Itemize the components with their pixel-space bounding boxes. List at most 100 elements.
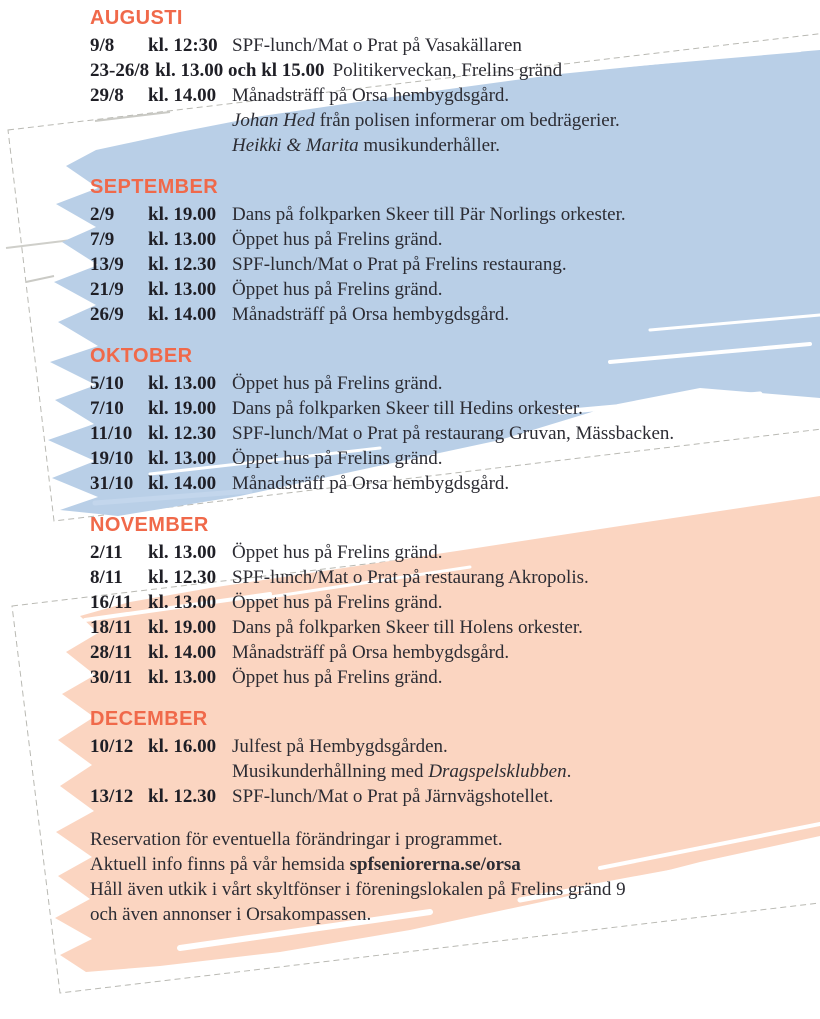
event-row: 16/11 kl. 13.00 Öppet hus på Frelins gränd… — [90, 590, 814, 615]
event-time: kl. 14.00 — [148, 85, 217, 106]
event-row: 21/9 kl. 13.00 Öppet hus på Frelins gränd. — [90, 277, 814, 302]
footer-line: Aktuell info finns på vår hemsida spfsen… — [90, 852, 814, 877]
event-description: Öppet hus på Frelins gränd. — [232, 446, 814, 471]
event-note-text: Heikki & Marita musikunderhåller. — [232, 133, 814, 158]
white-streak — [148, 446, 382, 476]
footer-segment: och även annonser i Orsakompassen. — [90, 904, 372, 925]
event-time: kl. 13.00 — [148, 448, 217, 469]
event-date: 2/11 — [90, 542, 123, 563]
event-description: SPF-lunch/Mat o Prat på restaurang Gruva… — [232, 421, 814, 446]
event-date: 13/9 — [90, 254, 124, 275]
desc-segment: Öppet hus på Frelins gränd. — [232, 373, 443, 394]
event-date: 2/9 — [90, 204, 115, 225]
event-date: 7/10 — [90, 398, 124, 419]
note-segment: Dragspelsklubben — [428, 761, 567, 782]
peach-brush-stroke — [55, 496, 820, 972]
event-time: kl. 19.00 — [148, 204, 217, 225]
desc-segment: Månadsträff på Orsa hembygdsgård. — [232, 85, 510, 106]
event-note-text: Johan Hed från polisen informerar om bed… — [232, 108, 814, 133]
event-date: 28/11 — [90, 642, 133, 663]
event-row: 2/11 kl. 13.00 Öppet hus på Frelins gränd. — [90, 540, 814, 565]
website-url: spfseniorerna.se/orsa — [349, 854, 521, 875]
desc-segment: Dans på folkparken Skeer till Holens ork… — [232, 617, 583, 638]
event-date: 8/11 — [90, 567, 123, 588]
month-section-augusti: AUGUSTI 9/8 kl. 12:30 SPF-lunch/Mat o Prat … — [90, 6, 814, 158]
white-streak — [498, 48, 802, 78]
event-description: SPF-lunch/Mat o Prat på Järnvägshotellet… — [232, 784, 814, 809]
event-description: Månadsträff på Orsa hembygdsgård. — [232, 640, 814, 665]
event-time: kl. 13.00 — [148, 542, 217, 563]
white-streak — [648, 313, 820, 332]
schedule: AUGUSTI 9/8 kl. 12:30 SPF-lunch/Mat o Prat … — [90, 6, 814, 809]
note-segment: Johan Hed — [232, 110, 315, 131]
event-row: 9/8 kl. 12:30 SPF-lunch/Mat o Prat på Vasa… — [90, 33, 814, 58]
white-streak — [248, 565, 472, 602]
month-section-december: DECEMBER 10/12 kl. 16.00 Julfest på Hembygd… — [90, 707, 814, 809]
event-description: Månadsträff på Orsa hembygdsgård. — [232, 471, 814, 496]
desc-segment: SPF-lunch/Mat o Prat på Frelins restaura… — [232, 254, 567, 275]
event-row: 2/9 kl. 19.00 Dans på folkparken Skeer til… — [90, 202, 814, 227]
event-time: kl. 14.00 — [148, 473, 217, 494]
event-date: 26/9 — [90, 304, 124, 325]
gray-bristle-mark — [25, 275, 55, 283]
desc-segment: Öppet hus på Frelins gränd. — [232, 279, 443, 300]
event-description: Öppet hus på Frelins gränd. — [232, 590, 814, 615]
event-date: 30/11 — [90, 667, 133, 688]
event-date: 21/9 — [90, 279, 124, 300]
event-description: Julfest på Hembygdsgården. — [232, 734, 814, 759]
event-description: Öppet hus på Frelins gränd. — [232, 227, 814, 252]
note-segment: från polisen informerar om bedrägerier. — [314, 110, 620, 131]
note-segment: musikunderhåller. — [358, 135, 501, 156]
event-time: kl. 13.00 — [148, 373, 217, 394]
event-description: Dans på folkparken Skeer till Pär Norlin… — [232, 202, 814, 227]
footer-segment: Reservation för eventuella förändringar … — [90, 829, 503, 850]
desc-segment: SPF-lunch/Mat o Prat på restaurang Gruva… — [232, 423, 675, 444]
desc-segment: Månadsträff på Orsa hembygdsgård. — [232, 304, 510, 325]
event-note-line: Johan Hed från polisen informerar om bed… — [90, 108, 814, 133]
note-segment: Musikunderhållning med — [232, 761, 429, 782]
event-time: kl. 12:30 — [148, 35, 218, 56]
white-streak — [517, 849, 783, 903]
event-description: Öppet hus på Frelins gränd. — [232, 371, 814, 396]
event-date: 29/8 — [90, 85, 124, 106]
footer: Reservation för eventuella förändringar … — [90, 827, 814, 927]
desc-segment: Julfest på Hembygdsgården. — [232, 736, 448, 757]
blue-brush-stroke — [48, 50, 820, 516]
month-title: OKTOBER — [90, 345, 193, 367]
desc-segment: Öppet hus på Frelins gränd. — [232, 448, 443, 469]
event-description: Dans på folkparken Skeer till Holens ork… — [232, 615, 814, 640]
event-date: 11/10 — [90, 423, 133, 444]
event-row: 13/12 kl. 12.30 SPF-lunch/Mat o Prat på Jä… — [90, 784, 814, 809]
month-title: NOVEMBER — [90, 514, 209, 536]
desc-segment: SPF-lunch/Mat o Prat på restaurang Akrop… — [232, 567, 589, 588]
event-description: Öppet hus på Frelins gränd. — [232, 277, 814, 302]
note-segment: . — [566, 761, 572, 782]
blue-streak-tail — [92, 488, 253, 506]
desc-segment: Dans på folkparken Skeer till Pär Norlin… — [232, 204, 626, 225]
event-row: 28/11 kl. 14.00 Månadsträff på Orsa hembyg… — [90, 640, 814, 665]
desc-segment: Öppet hus på Frelins gränd. — [232, 667, 443, 688]
white-streak — [557, 391, 763, 415]
white-streak — [83, 592, 272, 622]
event-time: kl. 13.00 — [148, 229, 217, 250]
event-time: kl. 12.30 — [148, 423, 217, 444]
event-row: 26/9 kl. 14.00 Månadsträff på Orsa hembygd… — [90, 302, 814, 327]
event-time: kl. 13.00 — [148, 592, 217, 613]
event-note-text: Musikunderhållning med Dragspelsklubben. — [232, 759, 814, 784]
event-row: 7/10 kl. 19.00 Dans på folkparken Skeer ti… — [90, 396, 814, 421]
note-segment: Heikki & Marita — [232, 135, 359, 156]
footer-line: Håll även utkik i vårt skyltfönser i för… — [90, 877, 814, 902]
event-description: Politikerveckan, Frelins gränd — [333, 58, 814, 83]
event-date: 7/9 — [90, 229, 115, 250]
event-time: kl. 19.00 — [148, 617, 217, 638]
event-row: 18/11 kl. 19.00 Dans på folkparken Skeer t… — [90, 615, 814, 640]
event-row: 29/8 kl. 14.00 Månadsträff på Orsa hembygd… — [90, 83, 814, 108]
white-streak — [598, 822, 820, 870]
event-description: Månadsträff på Orsa hembygdsgård. — [232, 83, 814, 108]
month-section-september: SEPTEMBER 2/9 kl. 19.00 Dans på folkparken … — [90, 175, 814, 327]
event-date: 13/12 — [90, 786, 134, 807]
desc-segment: Dans på folkparken Skeer till Hedins ork… — [232, 398, 583, 419]
event-description: Månadsträff på Orsa hembygdsgård. — [232, 302, 814, 327]
